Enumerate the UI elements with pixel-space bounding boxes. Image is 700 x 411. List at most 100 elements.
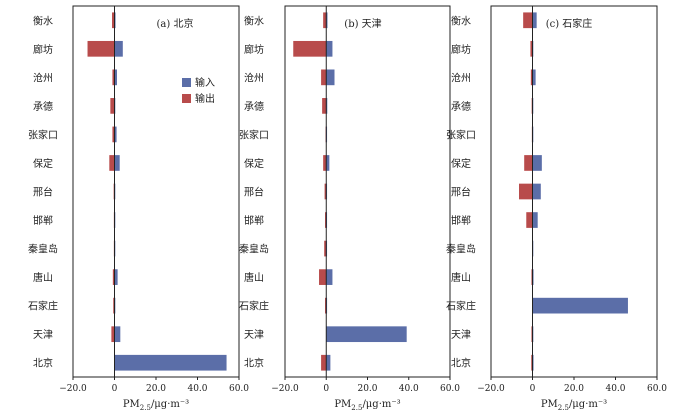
bar-input-5 (326, 155, 330, 171)
bar-input-2 (532, 69, 536, 86)
panel-title: (c) 石家庄 (546, 17, 593, 30)
category-label: 承德 (451, 100, 471, 113)
x-tick-label: 0 (112, 384, 118, 394)
bar-input-11 (326, 326, 407, 343)
bar-input-9 (114, 269, 118, 285)
bar-input-9 (532, 269, 534, 285)
category-label: 唐山 (33, 271, 53, 284)
category-label: 承德 (33, 100, 53, 113)
bar-input-9 (326, 269, 333, 285)
bar-output-1 (87, 40, 115, 57)
category-label: 天津 (33, 329, 53, 341)
bar-input-0 (326, 12, 328, 29)
legend: 输入 输出 (182, 76, 215, 105)
category-label: 张家口 (446, 128, 476, 141)
category-label: 北京 (244, 357, 264, 370)
bar-input-2 (114, 69, 117, 86)
bar-input-5 (114, 155, 120, 171)
x-axis-label: PM2.5/μg·m⁻³ (541, 399, 607, 411)
bar-input-4 (114, 126, 117, 143)
bar-output-10 (113, 297, 115, 314)
legend-output-swatch (182, 94, 191, 103)
category-label: 沧州 (451, 71, 471, 84)
x-tick-label: 0 (323, 384, 329, 394)
bar-output-6 (519, 183, 533, 200)
category-label: 邢台 (244, 186, 264, 199)
category-label: 廊坊 (33, 43, 53, 56)
category-label: 保定 (244, 157, 264, 170)
panel-title: (b) 天津 (344, 18, 381, 30)
bar-output-11 (531, 326, 533, 343)
category-label: 邢台 (33, 186, 53, 199)
category-label: 沧州 (33, 71, 53, 84)
bar-output-7 (526, 212, 533, 228)
bar-output-0 (323, 12, 327, 29)
bar-input-0 (532, 12, 537, 29)
bar-output-4 (112, 126, 115, 143)
bar-input-12 (532, 354, 534, 371)
category-label: 石家庄 (446, 300, 476, 313)
category-label: 邯郸 (244, 214, 264, 227)
bar-output-7 (325, 212, 327, 228)
category-label: 北京 (451, 357, 471, 370)
category-label: 石家庄 (239, 300, 269, 313)
x-tick-label: −20.0 (271, 384, 299, 394)
legend-input-swatch (182, 78, 191, 87)
category-label: 秦皇岛 (239, 243, 269, 256)
bar-input-12 (114, 354, 227, 371)
bar-output-5 (524, 155, 533, 171)
category-label: 廊坊 (244, 43, 264, 56)
x-tick-label: −20.0 (477, 384, 505, 394)
category-label: 北京 (33, 357, 53, 370)
x-tick-label: 20.0 (146, 384, 166, 394)
bar-output-9 (531, 269, 533, 285)
x-tick-label: 20.0 (564, 384, 584, 394)
x-tick-label: 40.0 (399, 384, 419, 394)
bar-input-1 (114, 40, 123, 57)
bar-input-1 (326, 40, 333, 57)
x-tick-label: 60.0 (647, 384, 667, 394)
category-label: 唐山 (451, 271, 471, 284)
category-label: 张家口 (28, 128, 58, 141)
bar-output-8 (324, 240, 327, 257)
category-label: 廊坊 (451, 43, 471, 56)
category-label: 衡水 (244, 15, 264, 27)
category-label: 衡水 (451, 15, 471, 27)
category-label: 天津 (451, 329, 471, 341)
category-label: 石家庄 (28, 300, 58, 313)
bar-input-5 (532, 155, 542, 171)
bar-input-10 (532, 297, 628, 314)
panel-title: (a) 北京 (157, 17, 194, 30)
category-label: 保定 (33, 157, 53, 170)
bar-input-0 (114, 12, 116, 29)
bar-output-3 (110, 98, 115, 114)
category-label: 邯郸 (33, 214, 53, 227)
bar-output-9 (112, 269, 115, 285)
bar-output-12 (531, 354, 533, 371)
category-label: 唐山 (244, 271, 264, 284)
category-label: 保定 (451, 157, 471, 170)
category-label: 秦皇岛 (446, 243, 476, 256)
x-tick-label: 0 (530, 384, 536, 394)
bar-output-1 (530, 40, 533, 57)
category-label: 邢台 (451, 186, 471, 199)
bar-input-3 (326, 98, 328, 114)
category-label: 衡水 (33, 15, 53, 27)
bar-output-10 (325, 297, 327, 314)
bar-input-11 (114, 326, 121, 343)
bar-input-7 (532, 212, 538, 228)
category-label: 沧州 (244, 71, 264, 84)
x-tick-label: 40.0 (187, 384, 207, 394)
bar-output-12 (321, 354, 327, 371)
category-label: 承德 (244, 100, 264, 113)
bar-output-11 (111, 326, 115, 343)
category-label: 秦皇岛 (28, 243, 58, 256)
x-axis-label: PM2.5/μg·m⁻³ (123, 399, 189, 411)
category-label: 邯郸 (451, 214, 471, 227)
plot-frame (72, 5, 240, 378)
bar-input-2 (326, 69, 335, 86)
